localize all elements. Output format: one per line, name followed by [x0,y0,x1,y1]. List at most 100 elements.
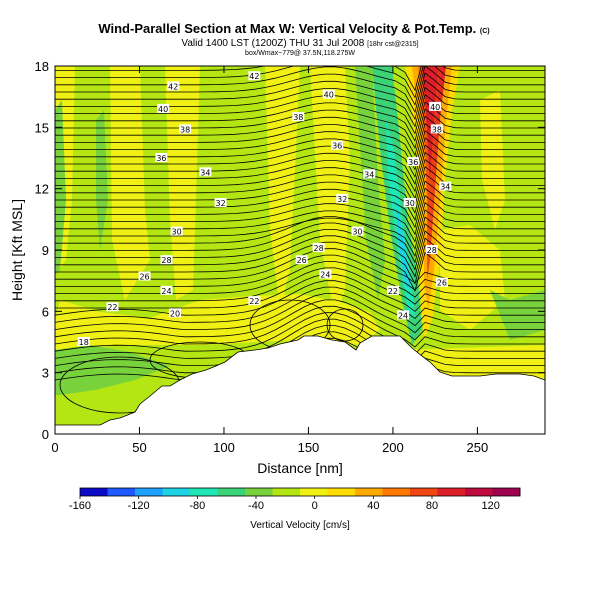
contour-label-text: 30 [405,199,415,208]
theta-contour [55,261,545,298]
contour-label-text: 36 [408,158,418,167]
theta-contour [55,79,545,121]
contour-label: 38 [179,124,192,134]
contour-label: 20 [168,308,181,318]
field-band-green [55,100,66,275]
contour-label-text: 36 [156,154,166,163]
theta-contour [55,194,545,236]
contour-labels: 42 42 40 40 40 38 38 38 36 36 36 34 34 34 32 32 30 30 30 28… [77,71,452,347]
field-band-yellow [480,90,505,230]
contour-label-bg [386,285,399,295]
contour-label-bg [160,255,173,265]
y-tick-label: 3 [42,366,49,381]
contour-label-bg [167,81,180,91]
colorbar-swatch [410,488,438,496]
colorbar-swatch [217,488,246,496]
contour-label-text: 32 [215,199,225,208]
colorbar-swatch [492,488,521,496]
contour-label-bg [248,71,261,81]
contour-label-text: 34 [440,183,450,192]
colorbar-tick-label: 120 [481,500,499,512]
contour-label: 36 [331,140,344,151]
contour-label-bg [429,101,442,111]
chart-title: Wind-Parallel Section at Max W: Vertical… [98,21,489,36]
theta-contour [55,151,545,193]
theta-contour [55,72,545,114]
x-axis-ticks: 0 50 100 150 200 250 [51,66,488,455]
y-tick-label: 6 [42,304,49,319]
theta-contour [55,180,545,222]
contour-label: 42 [248,71,261,81]
contour-label: 28 [425,245,438,255]
contour-label: 22 [386,285,399,296]
contour-label: 42 [167,81,180,91]
field-band-yellow [265,66,300,310]
field-band-green [55,345,170,395]
contour-label-bg [170,226,183,236]
contour-label-bg [403,197,416,207]
contour-label-text: 36 [332,142,342,151]
contour-label: 26 [295,255,308,265]
contour-label: 34 [363,169,376,179]
colorbar-swatch [327,488,356,496]
colorbar-tick-label: 40 [367,500,379,512]
field-updraft-core [418,66,446,280]
contour-label-bg [155,153,168,162]
y-tick-label: 9 [42,243,49,258]
contour-label-text: 26 [437,279,447,288]
theta-contour [55,115,545,157]
contour-label-bg [397,310,410,320]
contour-label: 38 [292,112,305,122]
contour-label-text: 18 [79,338,89,347]
colorbar-swatch [437,488,466,496]
contour-label-text: 42 [168,82,178,91]
theta-contour [55,209,545,250]
contour-label-text: 40 [158,105,168,114]
colorbar-swatch [135,488,163,496]
theta-contour [55,305,545,348]
contour-label-text: 20 [170,309,180,318]
contour-label-bg [363,169,376,179]
contour-label: 40 [429,101,442,112]
colorbar [79,487,521,497]
theta-contour [55,312,545,355]
contour-label: 34 [199,167,212,177]
contour-label: 30 [403,197,416,208]
theta-contour [55,101,545,142]
theta-contour [55,66,545,92]
x-axis-label: Distance [nm] [257,460,343,476]
colorbar-ticks: -160 -120 -80 -40 0 40 80 120 [69,496,500,512]
contour-label-text: 30 [172,228,182,237]
y-tick-label: 15 [35,120,49,135]
terrain [55,335,545,434]
theta-contour [55,228,545,278]
theta-contour-cell [326,308,364,342]
theta-contour [55,267,545,305]
contour-label-text: 22 [107,303,117,312]
contour-label-text: 28 [161,256,171,265]
contour-label-bg [214,197,227,207]
contour-label-text: 22 [388,287,398,296]
contour-label: 18 [77,337,90,347]
contour-label: 30 [351,226,364,237]
x-tick-label: 150 [298,440,320,455]
colorbar-swatch [382,488,411,496]
contour-label-text: 40 [430,103,440,112]
theta-contour [55,137,545,178]
contour-label-bg [439,181,452,191]
contour-label-text: 26 [297,256,307,265]
contour-label-text: 30 [352,228,362,237]
contour-label-bg [157,103,170,113]
theta-contour [55,216,545,258]
contour-label: 24 [319,269,332,280]
contour-label: 28 [160,255,173,265]
theta-contour [55,241,545,292]
contour-label: 30 [170,226,183,237]
contour-label-bg [312,242,325,252]
contour-label-bg [160,285,173,295]
contour-label-bg [407,157,420,167]
theta-contour [55,299,545,341]
contour-label-bg [138,271,151,281]
theta-contour [55,235,545,285]
